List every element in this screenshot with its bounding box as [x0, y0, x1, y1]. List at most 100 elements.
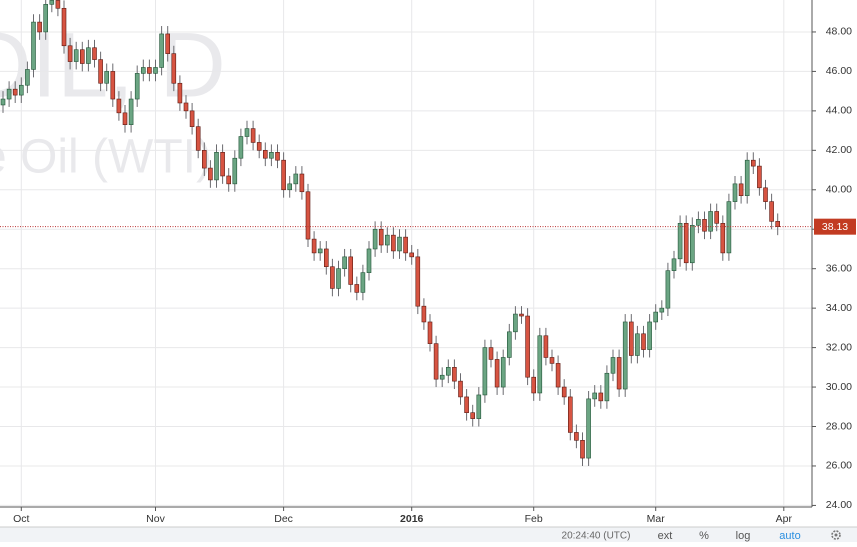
candle-body: [189, 110, 195, 127]
candle-body: [25, 69, 30, 86]
last-price-label: 38.13: [822, 221, 848, 233]
candle-body: [482, 347, 488, 396]
candle-body: [360, 272, 366, 293]
candle-body: [323, 248, 329, 268]
candle-body: [293, 173, 299, 185]
candle-body: [421, 305, 427, 323]
candle-body: [580, 440, 585, 459]
candle-body: [214, 151, 219, 181]
candle-body: [153, 67, 158, 74]
candle-body: [537, 335, 543, 394]
candle-body: [305, 191, 311, 240]
candle-body: [452, 367, 457, 382]
candle-body: [73, 49, 79, 62]
candle-body: [147, 67, 152, 74]
candle-body: [653, 311, 659, 323]
candle-body: [299, 173, 305, 193]
x-tick-label: Apr: [776, 513, 793, 525]
candle-body: [128, 98, 134, 125]
candle-body: [513, 313, 518, 333]
y-tick-label: 26.00: [826, 460, 852, 472]
toolbar-button[interactable]: ext: [658, 530, 673, 542]
candle-body: [342, 256, 347, 269]
candle-body: [281, 159, 286, 191]
candle-body: [769, 201, 774, 222]
y-tick-label: 24.00: [826, 499, 852, 511]
y-tick-label: 48.00: [826, 26, 852, 38]
candle-body: [391, 234, 396, 252]
candle-body: [49, 0, 55, 5]
candle-body: [372, 228, 378, 250]
candle-body: [732, 183, 738, 202]
settings-icon[interactable]: [831, 530, 841, 540]
candle-body: [232, 157, 238, 185]
candle-body: [177, 82, 183, 104]
candle-body: [159, 33, 164, 68]
candle-body: [683, 223, 689, 264]
candle-body: [208, 167, 213, 181]
watermark: e Oil (WTI): [0, 131, 212, 184]
candle-body: [226, 175, 231, 185]
candle-body: [110, 71, 116, 100]
last-price-tag: [814, 218, 856, 235]
toolbar-button[interactable]: auto: [779, 530, 800, 542]
candle-body: [628, 321, 634, 356]
candle-body: [763, 187, 768, 202]
candle-body: [409, 252, 415, 258]
candle-body: [586, 398, 591, 459]
y-tick-label: 46.00: [826, 65, 852, 77]
candle-body: [55, 0, 61, 9]
candle-body: [641, 333, 646, 350]
candle-body: [165, 33, 170, 54]
candle-body: [433, 343, 439, 380]
candle-body: [92, 47, 97, 60]
candle-body: [43, 4, 49, 33]
candle-body: [464, 396, 469, 414]
candle-body: [311, 238, 317, 254]
candle-body: [195, 126, 201, 151]
candle-body: [37, 21, 42, 33]
candle-body: [750, 159, 756, 167]
candle-body: [336, 268, 341, 289]
candle-body: [720, 223, 726, 254]
candle-body: [18, 84, 24, 96]
x-tick-label: Nov: [146, 513, 165, 525]
y-tick-label: 36.00: [826, 262, 852, 274]
candle-body: [677, 223, 683, 260]
candle-body: [476, 394, 482, 419]
candle-body: [757, 165, 762, 189]
candle-body: [348, 256, 354, 285]
candle-body: [598, 392, 604, 402]
candle-body: [250, 128, 256, 143]
y-tick-label: 32.00: [826, 341, 852, 353]
candle-body: [555, 363, 561, 388]
candle-body: [256, 142, 262, 151]
candle-body: [0, 98, 6, 106]
y-tick-label: 28.00: [826, 420, 852, 432]
toolbar-button[interactable]: %: [699, 530, 709, 542]
candle-body: [671, 258, 677, 271]
candle-body: [354, 284, 360, 293]
candle-body: [238, 136, 244, 159]
candle-body: [262, 150, 268, 159]
toolbar-button[interactable]: log: [736, 530, 751, 542]
candle-body: [415, 256, 421, 307]
candle-body: [659, 307, 665, 313]
x-tick-label: Dec: [274, 513, 293, 525]
candle-body: [427, 321, 433, 344]
candle-body: [171, 53, 177, 84]
candle-body: [403, 236, 408, 254]
candle-body: [604, 372, 610, 402]
candle-body: [86, 47, 91, 64]
candle-body: [317, 248, 323, 254]
candle-body: [6, 88, 12, 100]
candle-body: [708, 211, 713, 232]
candle-body: [689, 224, 695, 264]
candle-body: [67, 45, 73, 62]
candle-body: [610, 357, 616, 374]
candle-body: [665, 270, 671, 309]
candle-body: [567, 396, 573, 433]
candle-body: [635, 333, 640, 356]
